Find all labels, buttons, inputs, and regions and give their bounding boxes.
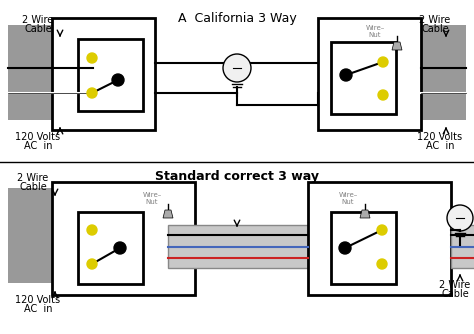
Text: Cable: Cable: [441, 289, 469, 299]
Circle shape: [447, 205, 473, 231]
Bar: [78, 212, 143, 284]
Circle shape: [87, 53, 97, 63]
Bar: [52, 18, 155, 130]
Bar: [8, 188, 68, 283]
Text: A  California 3 Way: A California 3 Way: [178, 12, 296, 25]
Text: 120 Volts: 120 Volts: [16, 295, 61, 305]
Text: Wire–: Wire–: [142, 192, 162, 198]
Bar: [308, 182, 451, 295]
Text: Wire–: Wire–: [365, 25, 384, 31]
Bar: [8, 25, 68, 120]
Polygon shape: [360, 210, 370, 218]
Circle shape: [114, 242, 126, 254]
Text: AC  in: AC in: [24, 141, 52, 151]
Bar: [318, 18, 421, 130]
Text: Nut: Nut: [146, 199, 158, 205]
Text: 2 Wire: 2 Wire: [22, 15, 54, 25]
Polygon shape: [163, 210, 173, 218]
Text: 120 Volts: 120 Volts: [16, 132, 61, 142]
Bar: [331, 212, 396, 284]
Text: Wire–: Wire–: [338, 192, 357, 198]
Text: Nut: Nut: [369, 32, 381, 38]
Text: 120 Volts: 120 Volts: [418, 132, 463, 142]
Text: 2 Wire: 2 Wire: [439, 280, 471, 290]
Circle shape: [339, 242, 351, 254]
Circle shape: [87, 225, 97, 235]
Bar: [78, 39, 143, 111]
Circle shape: [87, 88, 97, 98]
Circle shape: [223, 54, 251, 82]
Circle shape: [87, 259, 97, 269]
Circle shape: [377, 259, 387, 269]
Polygon shape: [392, 42, 402, 50]
Circle shape: [378, 57, 388, 67]
Bar: [331, 42, 396, 114]
Text: AC  in: AC in: [24, 304, 52, 314]
Circle shape: [340, 69, 352, 81]
Text: Cable: Cable: [24, 24, 52, 34]
Bar: [451, 225, 474, 268]
Bar: [406, 25, 466, 120]
Text: Cable: Cable: [421, 24, 449, 34]
Text: Cable: Cable: [19, 182, 47, 192]
Bar: [168, 225, 308, 268]
Bar: [52, 182, 195, 295]
Text: Standard correct 3 way: Standard correct 3 way: [155, 170, 319, 183]
Text: 2 Wire: 2 Wire: [18, 173, 49, 183]
Circle shape: [378, 90, 388, 100]
Text: AC  in: AC in: [426, 141, 454, 151]
Circle shape: [377, 225, 387, 235]
Circle shape: [112, 74, 124, 86]
Text: 2 Wire: 2 Wire: [419, 15, 451, 25]
Text: Nut: Nut: [342, 199, 354, 205]
